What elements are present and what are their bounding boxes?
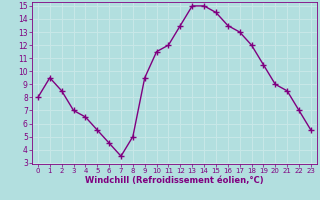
X-axis label: Windchill (Refroidissement éolien,°C): Windchill (Refroidissement éolien,°C) (85, 176, 264, 185)
